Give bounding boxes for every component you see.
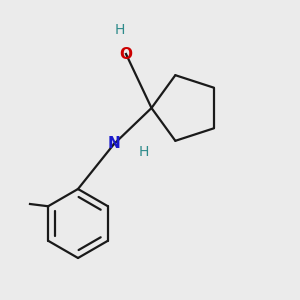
Text: H: H [139,145,149,158]
Text: O: O [119,46,133,62]
Text: N: N [108,136,120,152]
Text: H: H [115,23,125,37]
